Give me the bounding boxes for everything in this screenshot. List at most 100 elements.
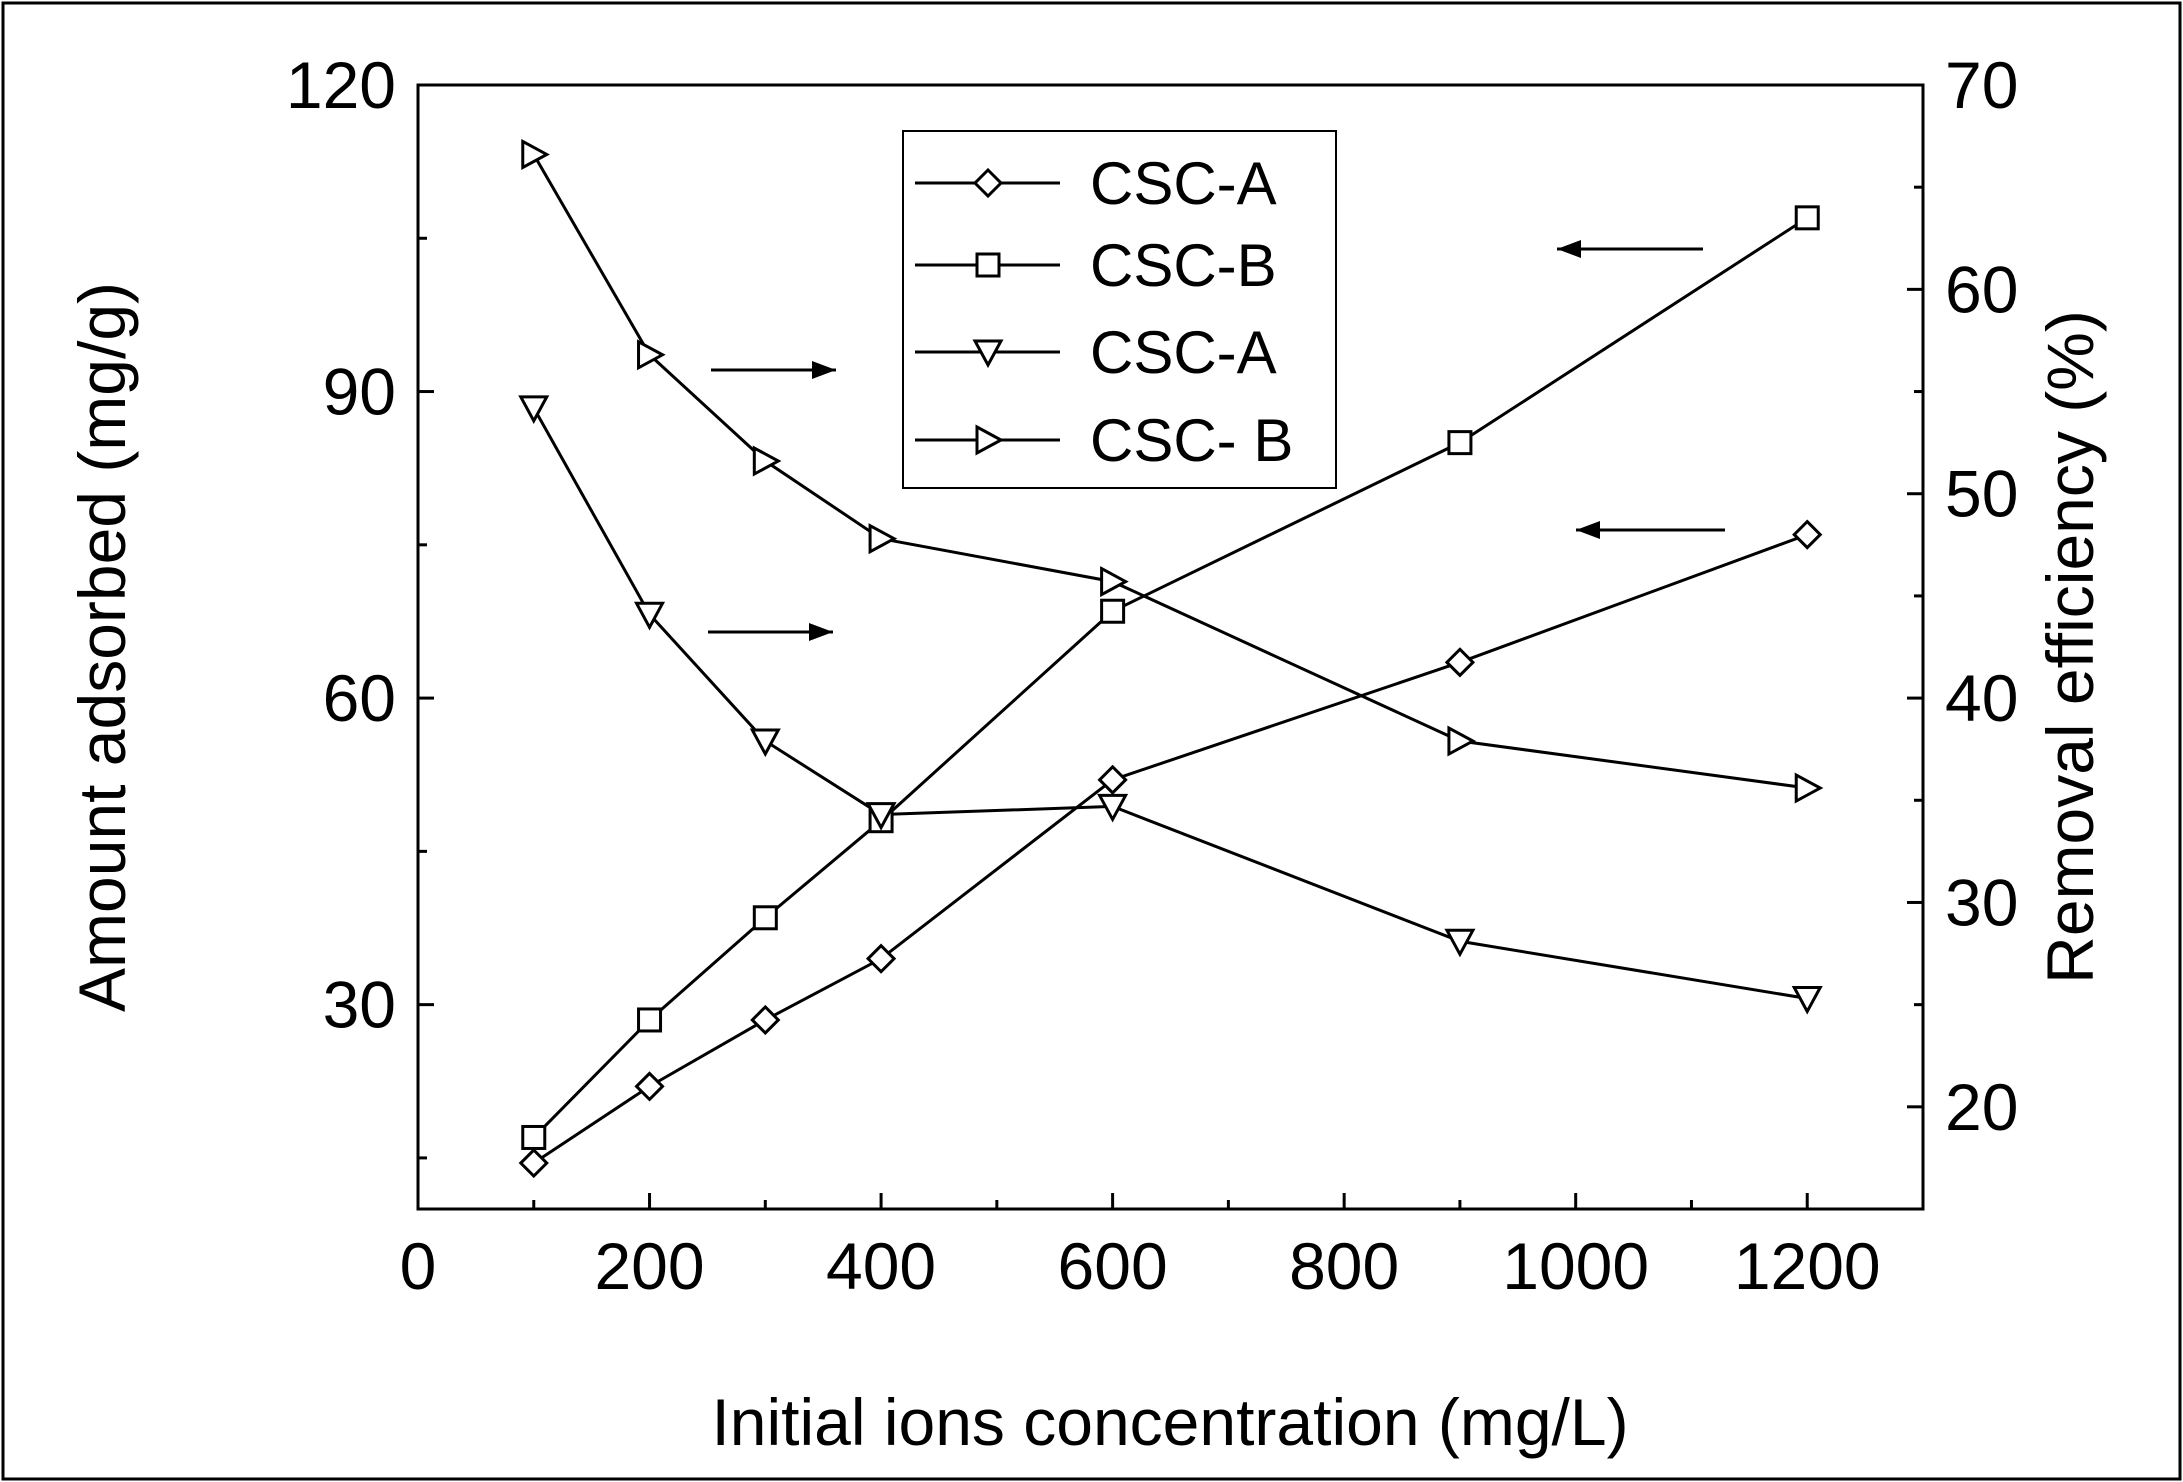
arrow-head — [809, 623, 833, 641]
data-point — [752, 905, 778, 931]
data-point — [634, 601, 666, 631]
series-group — [518, 138, 1824, 1179]
legend-marker — [975, 252, 1001, 278]
diamond-marker — [1444, 647, 1476, 678]
triangle-right-marker — [868, 523, 898, 555]
y-left-axis-ticks: 30 60 90 120 — [286, 48, 434, 1160]
y-right-tick-label: 40 — [1945, 661, 2018, 735]
legend-entry: CSC-A — [915, 150, 1277, 217]
diamond-marker — [750, 1004, 781, 1036]
triangle-down-marker — [865, 802, 897, 831]
data-point — [749, 728, 781, 758]
y-right-tick-label: 50 — [1945, 457, 2018, 531]
legend-entry: CSC-A — [915, 319, 1277, 386]
diamond-marker — [1097, 764, 1128, 795]
legend-label: CSC-A — [1090, 319, 1277, 386]
data-point — [865, 802, 897, 831]
x-tick-label: 600 — [1058, 1229, 1168, 1303]
y-left-axis-title: Amount adsorbed (mg/g) — [65, 282, 139, 1012]
square-marker — [1100, 598, 1126, 624]
x-tick-label: 0 — [400, 1229, 437, 1303]
data-point — [1444, 647, 1476, 678]
data-point — [1794, 772, 1824, 804]
x-tick-label: 1000 — [1502, 1229, 1649, 1303]
data-point — [1444, 928, 1476, 958]
legend: CSC-A CSC-B CSC-A CSC- B — [902, 130, 1337, 489]
arrow-head — [1576, 521, 1600, 539]
square-marker — [1794, 205, 1820, 231]
triangle-down-marker — [749, 728, 781, 758]
triangle-right-marker — [637, 339, 666, 371]
square-marker — [752, 905, 778, 931]
x-tick-label: 200 — [594, 1229, 704, 1303]
axis-arrow — [1576, 521, 1725, 539]
triangle-down-marker — [972, 339, 1004, 369]
square-marker — [975, 252, 1001, 278]
x-axis-title: Initial ions concentration (mg/L) — [711, 1385, 1628, 1459]
legend-marker — [972, 339, 1004, 369]
axis-arrow — [711, 361, 836, 379]
axis-arrow — [1557, 240, 1703, 258]
x-axis-ticks: 0 200 400 600 800 1000 1200 — [400, 1193, 1925, 1303]
data-point — [868, 523, 898, 555]
y-right-tick-label: 30 — [1945, 865, 2018, 939]
triangle-down-marker — [1791, 986, 1823, 1015]
data-point — [521, 1124, 547, 1150]
x-tick-label: 400 — [826, 1229, 936, 1303]
y-left-tick-label: 60 — [323, 661, 396, 735]
legend-label: CSC-B — [1090, 232, 1277, 299]
y-right-axis-ticks: 20 30 40 50 60 70 — [1907, 48, 2018, 1211]
arrow-head — [812, 361, 836, 379]
data-point — [521, 138, 550, 171]
square-marker — [1447, 430, 1473, 456]
data-point — [1100, 566, 1129, 598]
arrow-head — [1557, 240, 1581, 258]
data-point — [1447, 725, 1477, 757]
square-marker — [521, 1124, 547, 1150]
triangle-down-marker — [1444, 928, 1476, 958]
data-point — [518, 1147, 549, 1179]
data-point — [1791, 986, 1823, 1015]
data-point — [637, 339, 666, 371]
data-point — [1447, 430, 1473, 456]
diamond-marker — [518, 1147, 549, 1179]
triangle-right-marker — [975, 424, 1005, 456]
triangle-right-marker — [1794, 772, 1824, 804]
triangle-right-marker — [1447, 725, 1477, 757]
y-right-tick-label: 20 — [1945, 1070, 2018, 1144]
x-tick-label: 1200 — [1734, 1229, 1881, 1303]
data-point — [1792, 519, 1823, 550]
data-point — [750, 1004, 781, 1036]
y-left-tick-label: 90 — [323, 355, 396, 429]
data-point — [865, 943, 897, 974]
y-left-tick-label: 120 — [286, 48, 396, 122]
diamond-marker — [1792, 519, 1823, 550]
diamond-marker — [865, 943, 897, 974]
y-right-axis-title: Removal efficiency (%) — [2033, 310, 2107, 984]
legend-entry: CSC-B — [915, 232, 1277, 299]
axis-arrow — [708, 623, 833, 641]
legend-box — [902, 130, 1337, 489]
data-point — [637, 1007, 663, 1033]
legend-label: CSC-A — [1090, 150, 1277, 217]
data-point — [752, 445, 782, 477]
legend-marker — [972, 167, 1004, 199]
triangle-right-marker — [521, 138, 550, 171]
data-point — [1100, 598, 1126, 624]
triangle-down-marker — [518, 395, 550, 425]
plot-area — [416, 83, 1925, 1211]
data-point — [518, 395, 550, 425]
square-marker — [637, 1007, 663, 1033]
data-point — [1097, 764, 1128, 795]
data-point — [1097, 793, 1129, 823]
triangle-right-marker — [1100, 566, 1129, 598]
y-left-tick-label: 30 — [323, 968, 396, 1042]
legend-label: CSC- B — [1090, 407, 1293, 474]
legend-marker — [975, 424, 1005, 456]
arrows-group — [708, 240, 1725, 641]
data-point — [1794, 205, 1820, 231]
x-tick-label: 800 — [1289, 1229, 1399, 1303]
diamond-marker — [972, 167, 1004, 199]
data-point — [634, 1071, 665, 1102]
